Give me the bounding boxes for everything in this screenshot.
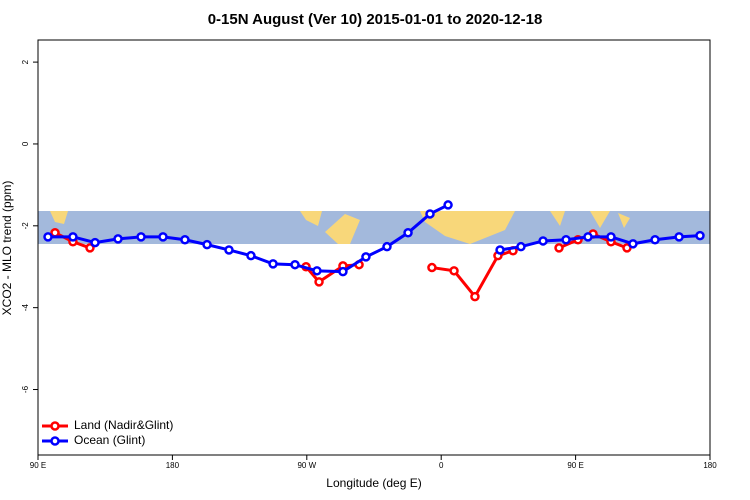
point (290, 259, 300, 270)
point (314, 277, 324, 287)
point (449, 266, 459, 276)
point (554, 243, 564, 253)
point (312, 266, 322, 276)
point (403, 228, 413, 238)
point (246, 250, 256, 261)
point (43, 232, 53, 242)
point (425, 209, 435, 219)
y-tick-label: -2 (21, 222, 30, 230)
legend-marker (50, 436, 60, 446)
point (470, 291, 480, 302)
point (495, 245, 505, 255)
point (158, 232, 168, 242)
point (622, 243, 632, 253)
point (113, 234, 123, 244)
plot-frame (37, 39, 711, 456)
x-tick-label: 90 E (567, 461, 583, 470)
point (338, 266, 348, 277)
point (361, 252, 371, 262)
point (628, 239, 638, 249)
x-tick-label: 0 (439, 461, 444, 470)
map-band (38, 211, 710, 244)
point (674, 232, 684, 242)
y-tick-label: -4 (21, 304, 30, 312)
point (443, 200, 453, 210)
y-tick-label: 2 (21, 59, 30, 64)
point (68, 232, 78, 242)
point (85, 243, 95, 253)
point (136, 232, 146, 242)
y-axis-label: XCO2 - MLO trend (ppm) (0, 181, 14, 316)
point (606, 232, 616, 242)
point (224, 245, 234, 255)
point (382, 241, 392, 252)
x-axis-label: Longitude (deg E) (326, 476, 421, 490)
y-tick-label: 0 (21, 141, 30, 146)
point (90, 237, 100, 248)
x-tick-label: 90 W (297, 461, 316, 470)
chart-title: 0-15N August (Ver 10) 2015-01-01 to 2020… (208, 11, 543, 28)
point (180, 234, 190, 245)
point (516, 241, 526, 252)
point (268, 259, 278, 269)
y-tick-label: -6 (21, 385, 30, 393)
point (538, 236, 548, 246)
legend-marker (50, 421, 60, 431)
point (427, 262, 437, 273)
point (561, 234, 571, 245)
legend-label: Ocean (Glint) (74, 433, 145, 447)
point (202, 239, 212, 250)
point (650, 234, 660, 245)
x-tick-label: 180 (166, 461, 180, 470)
point (50, 228, 60, 238)
legend-label: Land (Nadir&Glint) (74, 418, 173, 432)
x-tick-label: 180 (703, 461, 717, 470)
x-tick-label: 90 E (30, 461, 46, 470)
point (695, 230, 705, 241)
point (583, 232, 593, 242)
